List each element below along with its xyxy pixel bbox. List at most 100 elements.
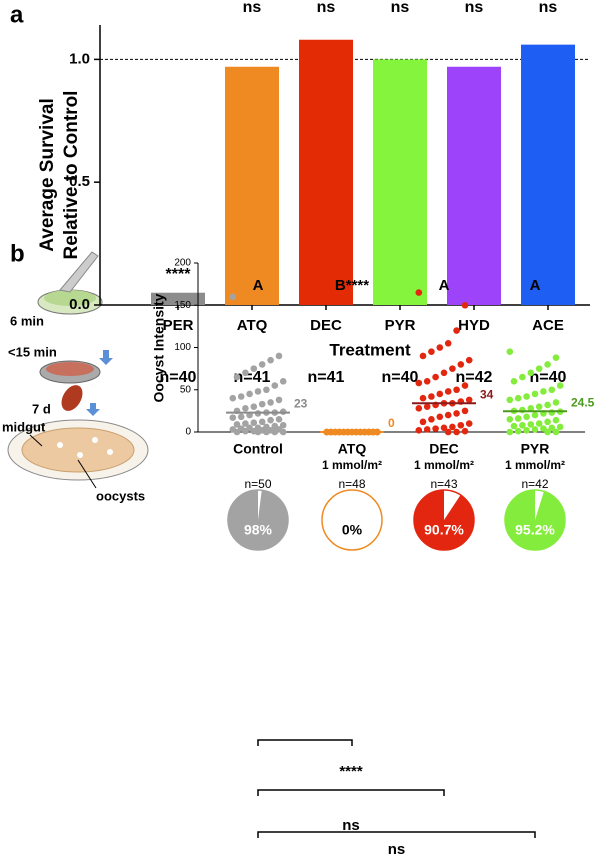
panel-label: b (10, 240, 25, 267)
data-point (461, 382, 469, 389)
data-point (242, 427, 249, 435)
oocyst (107, 449, 113, 455)
step-label: <15 min (8, 344, 57, 359)
diagram-label: oocysts (96, 488, 145, 503)
y-tick-label: 0.0 (69, 296, 90, 313)
data-point (419, 394, 427, 402)
data-point (423, 403, 431, 410)
data-point (271, 382, 279, 389)
data-point (233, 428, 241, 436)
data-point (279, 378, 287, 385)
y-tick-label: 1.0 (69, 50, 90, 67)
oocyst (92, 437, 98, 443)
mosquito (61, 385, 83, 411)
group-letter: B**** (335, 277, 369, 294)
arrow (99, 350, 113, 365)
data-point (465, 356, 473, 364)
pie-slice (505, 490, 566, 551)
data-point (535, 420, 543, 427)
x-tick-label: DEC (310, 317, 342, 334)
pie-label: 90.7% (424, 522, 464, 538)
data-point (506, 396, 514, 404)
x-tick-label: Control (233, 441, 283, 457)
pointer (77, 459, 97, 489)
data-point (457, 361, 465, 368)
x-tick-label: DEC (429, 441, 459, 457)
data-point (419, 418, 427, 426)
bar (521, 44, 575, 306)
data-point (254, 388, 262, 395)
bar (299, 39, 353, 305)
data-point (465, 396, 473, 404)
data-point (506, 348, 514, 356)
data-point (548, 409, 556, 416)
arrow (86, 403, 100, 416)
data-point (531, 390, 539, 398)
data-point (444, 428, 452, 436)
data-point (544, 428, 551, 436)
data-point (535, 403, 543, 410)
data-point (519, 421, 526, 429)
data-point (519, 406, 526, 414)
data-point (275, 416, 283, 423)
data-point (444, 388, 452, 395)
data-point (552, 354, 560, 361)
data-point (246, 390, 253, 398)
data-point (548, 424, 556, 432)
data-point (527, 369, 535, 377)
data-point (552, 416, 560, 424)
data-point (453, 386, 460, 394)
y-tick-label: 150 (174, 300, 191, 311)
pie-background (321, 489, 383, 551)
comparison-label: **** (339, 763, 363, 780)
data-point (271, 428, 279, 436)
x-tick-label: HYD (458, 317, 490, 334)
data-point (461, 301, 469, 309)
y-tick-label: 0.5 (69, 173, 90, 190)
significance-label: ns (539, 0, 558, 16)
oocyst (57, 442, 63, 448)
n-label: n=41 (308, 369, 345, 386)
data-point (465, 420, 473, 427)
x-tick-label: ATQ (338, 441, 367, 457)
data-point (523, 413, 530, 421)
data-point (237, 413, 245, 421)
data-point (461, 427, 469, 435)
n-label: n=40 (530, 369, 567, 386)
data-point (453, 410, 460, 417)
pointer (29, 434, 43, 447)
data-point (229, 394, 237, 402)
dose-label: 1 mmol/m² (322, 458, 382, 472)
n-label: n=43 (430, 477, 457, 491)
data-point (544, 401, 551, 409)
data-point (423, 426, 431, 433)
y-axis-label: Relative to Control (61, 91, 82, 260)
data-point (449, 423, 456, 431)
data-point (527, 421, 535, 428)
data-point (237, 393, 245, 400)
data-point (544, 418, 551, 426)
data-point (548, 386, 556, 394)
data-point (428, 416, 435, 423)
data-point (531, 411, 539, 419)
x-tick-label: PER (163, 317, 194, 334)
diagram-label: midgut (2, 419, 46, 434)
data-point (279, 421, 287, 429)
group-letter: A (530, 277, 541, 294)
y-tick-label: 50 (180, 384, 192, 395)
data-point (506, 416, 514, 423)
data-point (514, 427, 522, 435)
dose-label: 1 mmol/m² (414, 458, 474, 472)
data-point (419, 352, 427, 360)
comparison-bracket (257, 739, 353, 746)
data-point (436, 344, 444, 351)
bar (373, 59, 427, 306)
data-point (519, 373, 526, 381)
comparison-bracket (257, 789, 445, 796)
x-tick-label: ATQ (237, 317, 268, 334)
data-point (444, 411, 452, 419)
pie-slice (227, 490, 288, 550)
data-point (523, 427, 530, 434)
data-point (535, 365, 543, 372)
